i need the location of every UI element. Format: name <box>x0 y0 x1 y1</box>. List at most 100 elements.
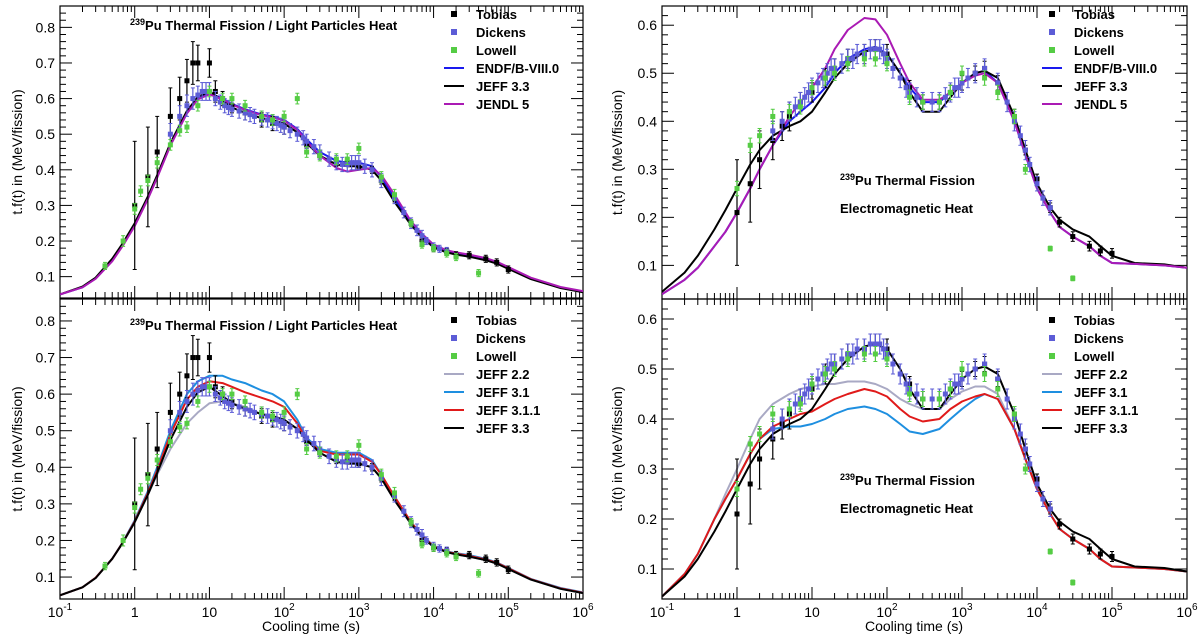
data-point <box>872 346 878 362</box>
data-point <box>828 353 834 375</box>
data-point <box>195 395 201 408</box>
data-point <box>145 472 151 485</box>
data-point <box>897 67 903 89</box>
data-point <box>356 452 362 468</box>
legend: Tobias Dickens Lowell JEFF 2.2 JEFF 3.1 JEFF … <box>1042 313 1138 436</box>
data-point <box>914 87 920 108</box>
legend-item: JEFF 3.3 <box>1042 421 1127 436</box>
legend-item: JEFF 3.3 <box>444 421 529 436</box>
data-point <box>884 55 890 72</box>
y-tick-label: 0.3 <box>638 461 658 477</box>
data-point <box>259 406 265 419</box>
data-point <box>877 333 883 355</box>
data-point <box>195 338 201 377</box>
panel-em_top: 0.1 0.2 0.3 0.4 0.5 0.6 t.f(t) in (MeV/fission… <box>609 5 1188 300</box>
data-point <box>734 180 740 197</box>
plot-area <box>60 335 583 597</box>
panel-annotation: 239Pu Thermal Fission <box>840 172 975 188</box>
data-point <box>177 124 183 137</box>
legend-label: Dickens <box>476 331 526 346</box>
data-point <box>444 549 450 558</box>
legend-item: Lowell <box>451 349 516 364</box>
data-point <box>854 338 860 360</box>
data-point <box>786 401 792 417</box>
y-axis-title: t.f(t) in (MeV/fission) <box>609 386 625 511</box>
data-point <box>154 411 160 487</box>
data-point <box>809 79 815 96</box>
data-point <box>199 82 205 101</box>
data-point <box>414 523 420 536</box>
data-point <box>287 419 293 435</box>
panel-lp_bottom: 0.1 0.2 0.3 0.4 0.5 0.6 0.7 0.8 10-1 1 10 102 103 104… <box>9 298 594 634</box>
data-point <box>1070 533 1076 545</box>
data-point <box>861 51 867 67</box>
x-tick-label: 105 <box>498 602 520 620</box>
legend-item: Lowell <box>451 43 516 58</box>
data-point <box>815 368 821 390</box>
data-point <box>850 343 856 365</box>
data-point <box>942 383 948 405</box>
data-point <box>770 108 776 125</box>
x-axis-ticks <box>59 6 581 298</box>
legend: Tobias Dickens Lowell ENDF/B-VIII.0 JEFF 3.3… <box>444 7 559 112</box>
data-point <box>854 43 860 65</box>
y-tick-label: 0.8 <box>36 313 56 329</box>
y-tick-label: 0.1 <box>638 561 658 577</box>
series-tobias <box>734 39 1115 266</box>
data-point <box>1047 548 1053 555</box>
data-point <box>1047 501 1053 517</box>
data-point <box>734 458 740 570</box>
series-dickens <box>167 82 450 256</box>
data-point <box>952 77 958 98</box>
data-point <box>401 505 407 518</box>
data-point <box>779 408 785 430</box>
data-point <box>476 269 482 278</box>
legend-item: JEFF 3.3 <box>1042 79 1127 94</box>
data-point <box>1070 579 1076 586</box>
legend-item: Dickens <box>451 331 526 346</box>
y-axis-title: t.f(t) in (MeV/fission) <box>9 386 25 511</box>
data-point <box>1057 216 1063 228</box>
data-point <box>378 171 384 183</box>
data-point <box>929 91 935 113</box>
data-point <box>956 77 962 98</box>
data-point <box>1004 388 1010 410</box>
y-tick-label: 0.6 <box>36 91 56 107</box>
x-axis-ticks <box>661 6 1185 299</box>
data-point <box>431 244 437 253</box>
series-line <box>60 93 583 296</box>
data-point <box>884 351 890 367</box>
data-point <box>797 396 803 412</box>
y-tick-label: 0.2 <box>36 233 56 249</box>
data-point <box>1011 406 1017 422</box>
plot-area <box>662 333 1187 598</box>
data-point <box>806 82 812 103</box>
data-point <box>212 386 218 402</box>
data-point <box>1070 275 1076 282</box>
y-axis-ticks: 0.1 0.2 0.3 0.4 0.5 0.6 <box>638 308 1187 577</box>
series-lowell <box>102 85 482 278</box>
legend-label: Dickens <box>476 25 526 40</box>
legend-label: Dickens <box>1074 331 1124 346</box>
data-point <box>220 92 226 105</box>
panel-annotation: 239Pu Thermal Fission / Light Particles … <box>130 317 398 333</box>
legend-label: Lowell <box>1074 43 1114 58</box>
x-axis-title: Cooling time (s) <box>865 618 963 634</box>
data-point <box>229 388 235 401</box>
legend-item: JEFF 3.3 <box>444 79 529 94</box>
data-point <box>369 162 375 178</box>
data-point <box>270 114 276 126</box>
x-tick-label: 104 <box>423 602 445 620</box>
data-point <box>995 381 1001 397</box>
data-point <box>419 240 425 249</box>
data-point <box>287 123 293 139</box>
data-point <box>326 151 332 167</box>
data-point <box>356 439 362 452</box>
data-point <box>270 410 276 423</box>
data-point <box>242 395 248 408</box>
data-point <box>747 144 753 223</box>
data-point <box>1017 423 1023 445</box>
panel-annotation: 239Pu Thermal Fission <box>840 472 975 488</box>
data-point <box>294 388 300 401</box>
legend-label: Tobias <box>476 7 517 22</box>
